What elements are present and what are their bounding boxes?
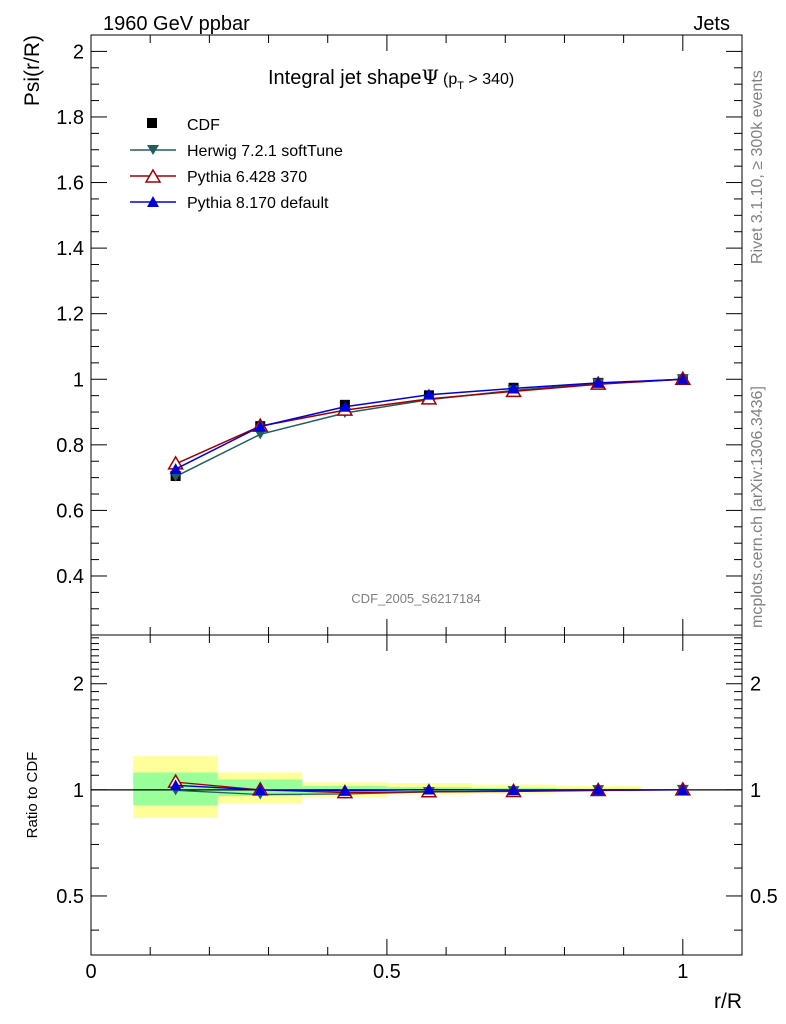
x-tick-label: 1 [677, 961, 688, 983]
main-point-py8 [422, 388, 435, 400]
main-series [167, 370, 692, 482]
ratio-y-tick-label-right: 2 [750, 674, 761, 696]
ratio-point-py8 [169, 779, 182, 791]
ratio-point-py8 [422, 783, 435, 795]
main-y-tick-label: 1 [73, 369, 84, 391]
ratio-y-tick-label-right: 1 [750, 780, 761, 802]
x-tick-label: 0 [85, 961, 96, 983]
header-process: Jets [693, 13, 730, 35]
x-tick-label: 0.5 [373, 961, 401, 983]
analysis-label: CDF_2005_S6217184 [351, 591, 480, 606]
main-point-py8 [592, 376, 605, 388]
main-y-axis-title: Psi(r/R) [21, 35, 44, 106]
ratio-series [167, 773, 692, 800]
main-point-py8 [254, 420, 267, 432]
main-point-herwig [169, 471, 182, 482]
ratio-axis-ticks: 0.5 0.5 1 1 2 2 0 0.5 1 [56, 635, 778, 983]
main-y-tick-label: 2 [73, 41, 84, 63]
ratio-y-tick-label-left: 0.5 [56, 886, 84, 908]
ratio-point-py8 [676, 783, 689, 795]
main-point-py8 [169, 463, 182, 475]
main-y-tick-label: 0.8 [56, 435, 84, 457]
legend-marker-herwig [147, 145, 159, 155]
header-energy: 1960 GeV ppbar [103, 13, 250, 35]
main-y-tick-label: 1.6 [56, 173, 84, 195]
main-point-py8 [338, 400, 351, 412]
ratio-y-tick-label-right: 0.5 [750, 886, 778, 908]
main-axis-ticks: 0.4 0.6 0.8 1 1.2 1.4 1.6 1.8 2 [56, 35, 743, 635]
mcplots-label: mcplots.cern.ch [arXiv:1306.3436] [749, 386, 766, 628]
ratio-point-py8 [507, 784, 520, 796]
main-point-py8 [676, 373, 689, 385]
ratio-point-py8 [338, 784, 351, 796]
main-point-py8 [507, 382, 520, 394]
ratio-y-axis-title: Ratio to CDF [24, 752, 41, 839]
ratio-plot-frame [90, 634, 743, 956]
legend-label-py6: Pythia 6.428 370 [187, 169, 307, 186]
psi-symbol: Ψ [421, 65, 439, 89]
legend-label-herwig: Herwig 7.2.1 softTune [187, 143, 343, 160]
main-y-tick-label: 0.4 [56, 566, 84, 588]
rivet-label: Rivet 3.1.10, ≥ 300k events [749, 70, 766, 264]
main-y-tick-label: 1.8 [56, 107, 84, 129]
legend-label-cdf: CDF [187, 117, 220, 134]
legend-label-py8: Pythia 8.170 default [187, 195, 329, 212]
main-y-tick-label: 0.6 [56, 500, 84, 522]
legend-marker-cdf [147, 118, 157, 128]
main-y-tick-label: 1.2 [56, 304, 84, 326]
ratio-point-py8 [254, 784, 267, 796]
x-axis-title: r/R [714, 990, 742, 1013]
ratio-point-py8 [592, 783, 605, 795]
ratio-y-tick-label-left: 1 [73, 780, 84, 802]
legend-marker-py6 [144, 168, 162, 183]
main-y-tick-label: 1.4 [56, 238, 84, 260]
ratio-y-tick-label-left: 2 [73, 674, 84, 696]
legend: CDF Herwig 7.2.1 softTune Pythia 6.428 3… [130, 117, 343, 212]
plot-title: Integral jet shapeΨ (pT > 340) [268, 65, 514, 92]
legend-marker-py8 [147, 196, 159, 207]
